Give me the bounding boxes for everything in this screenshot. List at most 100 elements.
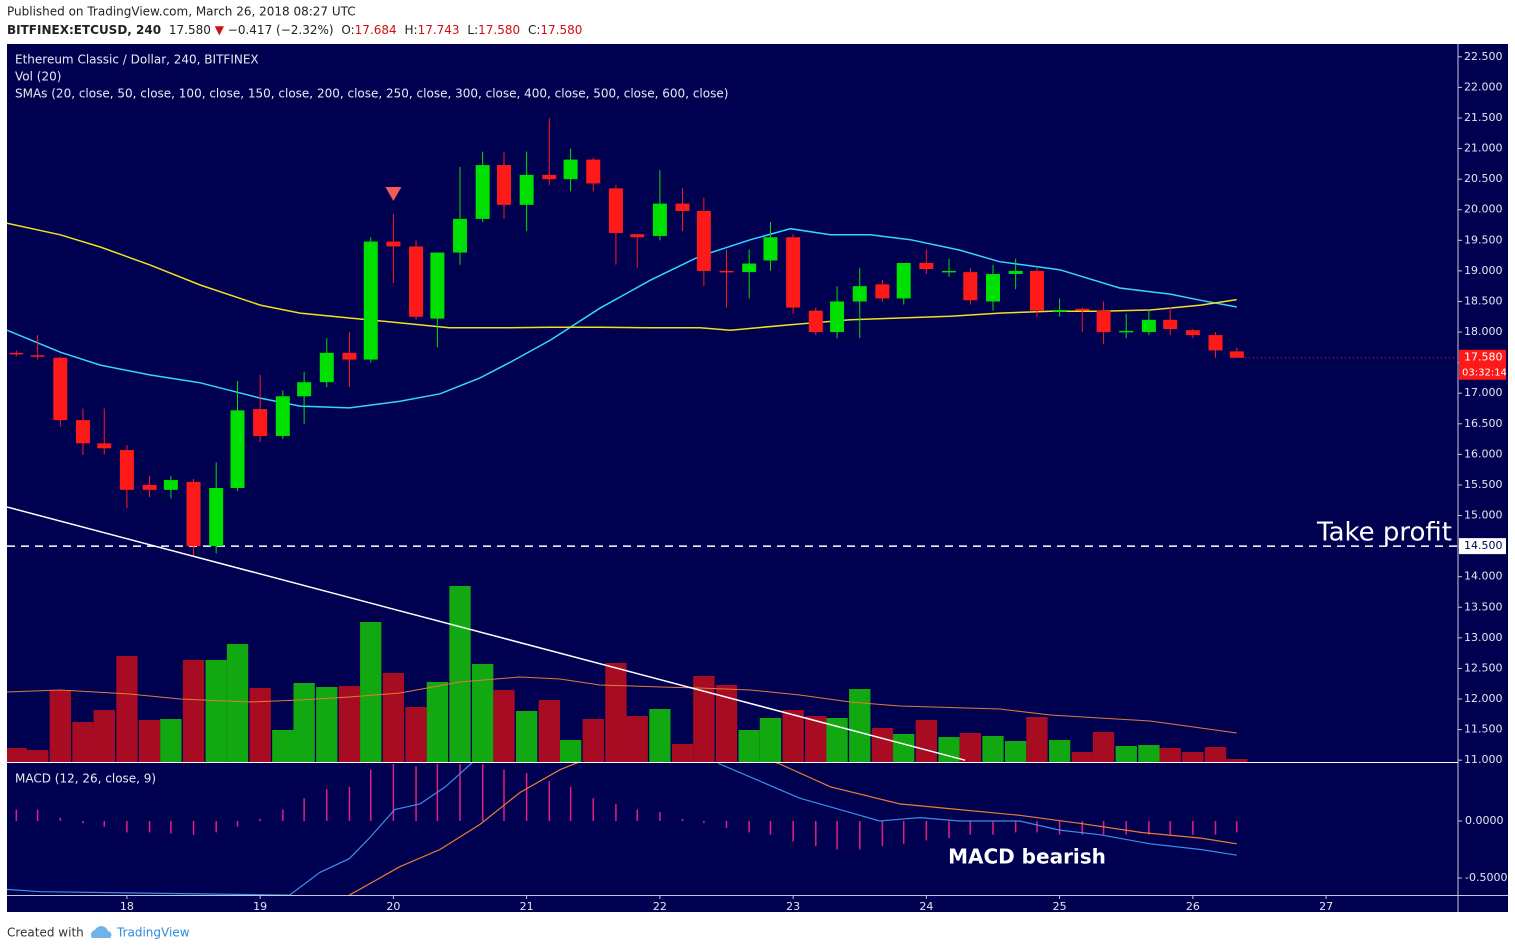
ohlc-label: L:: [467, 23, 478, 37]
ohlc-value: 17.580: [478, 23, 520, 37]
candle-body: [586, 159, 601, 184]
macd-y-tick-label: 0.0000: [1465, 814, 1504, 827]
x-tick-label: 21: [520, 900, 534, 913]
footer-note: Created with: [7, 926, 84, 940]
last-price-label: 17.580: [1464, 351, 1503, 364]
take-profit-price-box: [1459, 538, 1506, 555]
take-profit-price-label: 14.500: [1464, 539, 1503, 552]
candle-body: [608, 188, 623, 233]
ohlc-label: C:: [528, 23, 540, 37]
candle-body: [1052, 310, 1067, 312]
x-tick-label: 20: [386, 900, 400, 913]
volume-bar: [605, 663, 627, 762]
symbol-line: BITFINEX:ETCUSD, 240 17.580 ▼ −0.417 (−2…: [7, 23, 582, 37]
candle-body: [75, 420, 90, 444]
y-tick-label: 12.000: [1464, 692, 1503, 705]
trend-line: [7, 506, 966, 761]
last-price-box: [1459, 349, 1506, 380]
x-tick-label: 23: [786, 900, 800, 913]
volume-bar: [649, 709, 671, 762]
x-tick-label: 22: [653, 900, 667, 913]
x-tick-label: 24: [919, 900, 933, 913]
volume-bar: [226, 644, 249, 762]
ohlc-label: H:: [405, 23, 418, 37]
candle-body: [319, 352, 334, 383]
y-tick-label: 11.500: [1464, 723, 1503, 736]
symbol: BITFINEX:ETCUSD, 240: [7, 23, 161, 37]
last-value: 17.580: [169, 23, 211, 37]
candle-body: [119, 450, 134, 490]
volume-bar: [205, 660, 227, 762]
volume-bar: [671, 744, 694, 762]
candle-body: [519, 174, 534, 205]
volume-bar: [849, 689, 871, 762]
volume-bar: [693, 676, 715, 762]
volume-bar: [1138, 745, 1160, 762]
y-tick-label: 19.500: [1464, 233, 1503, 246]
candle-body: [742, 263, 757, 273]
volume-bar: [472, 664, 494, 762]
candle-body: [230, 410, 245, 489]
price-pane: [7, 118, 1458, 762]
ohlc-value: 17.743: [418, 23, 460, 37]
take-profit-annotation: Take profit: [1316, 518, 1452, 548]
y-tick-label: 19.000: [1464, 264, 1503, 277]
ohlc-value: 17.684: [355, 23, 397, 37]
y-tick-label: 22.500: [1464, 50, 1503, 63]
footer-brand[interactable]: TradingView: [116, 926, 190, 940]
volume-bar: [893, 734, 915, 762]
candle-body: [919, 262, 934, 270]
candle-body: [563, 159, 578, 180]
y-tick-label: 11.000: [1464, 753, 1503, 766]
candle-body: [186, 481, 201, 547]
candle-body: [542, 174, 557, 180]
candle-body: [363, 241, 378, 360]
volume-bar: [316, 687, 338, 762]
y-tick-label: 14.000: [1464, 570, 1503, 583]
volume-bar: [1226, 759, 1248, 762]
chart-background: [7, 44, 1508, 912]
candle-body: [985, 273, 1000, 302]
volume-bar: [449, 586, 471, 762]
countdown-label: 03:32:14: [1462, 368, 1507, 379]
published-note: Published on TradingView.com, March 26, …: [7, 5, 356, 19]
macd-pane: [7, 763, 1238, 895]
candle-body: [942, 270, 957, 273]
down-arrow: ▼: [215, 23, 225, 37]
macd-signal-line: [348, 763, 1237, 895]
volume-bar: [405, 707, 427, 762]
candle-body: [53, 357, 68, 421]
volume-bar: [915, 720, 938, 762]
volume-bar: [72, 722, 94, 762]
volume-bar: [1004, 741, 1027, 762]
candle-body: [1119, 330, 1134, 333]
volume-bar: [426, 682, 449, 762]
volume-bar: [49, 690, 71, 762]
y-tick-label: 18.000: [1464, 325, 1503, 338]
y-tick-label: 21.500: [1464, 111, 1503, 124]
y-tick-label: 16.500: [1464, 417, 1503, 430]
candle-body: [896, 262, 911, 299]
candle-body: [496, 165, 511, 205]
candle-body: [1008, 270, 1023, 274]
x-tick-label: 25: [1053, 900, 1067, 913]
candle-body: [342, 352, 357, 360]
y-tick-label: 13.000: [1464, 631, 1503, 644]
candle-body: [1208, 335, 1223, 351]
volume-bar: [1071, 752, 1093, 762]
indicator-legend: SMAs (20, close, 50, close, 100, close, …: [15, 87, 728, 101]
candle-body: [875, 284, 890, 299]
candle-body: [475, 165, 490, 219]
volume-bar: [1182, 752, 1204, 762]
volume-ma-line: [7, 676, 1237, 734]
y-tick-label: 13.500: [1464, 600, 1503, 613]
y-tick-label: 21.000: [1464, 142, 1503, 155]
volume-bar: [759, 718, 782, 762]
candle-body: [1096, 310, 1111, 333]
chart-title: Ethereum Classic / Dollar, 240, BITFINEX: [15, 53, 259, 67]
candle-body: [763, 237, 778, 261]
volume-bar: [7, 748, 27, 762]
sma-line: [7, 222, 1237, 331]
y-tick-label: 15.000: [1464, 509, 1503, 522]
volume-bar: [138, 720, 161, 762]
